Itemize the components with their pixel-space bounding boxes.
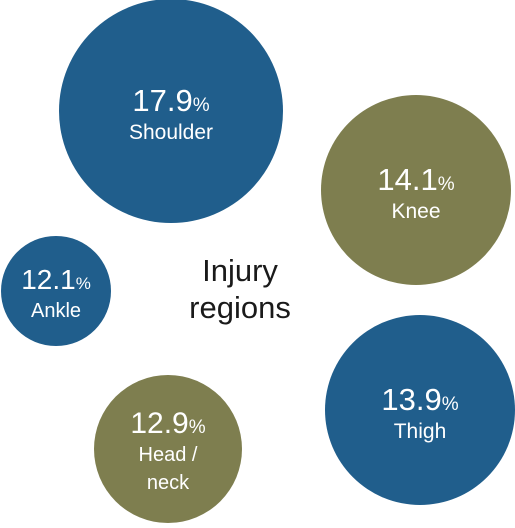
center-label: Injury regions — [165, 252, 315, 326]
bubble-label-thigh: Thigh — [394, 420, 447, 443]
bubble-head-neck: 12.9% Head / neck — [94, 375, 242, 523]
center-label-line-2: regions — [189, 290, 291, 325]
center-label-line-1: Injury — [202, 253, 278, 288]
bubble-label-ankle: Ankle — [31, 300, 81, 322]
bubble-ankle: 12.1% Ankle — [1, 236, 111, 346]
bubble-label-head-neck-1: Head / — [139, 444, 198, 466]
bubble-label-shoulder: Shoulder — [129, 121, 213, 144]
bubble-label-knee: Knee — [391, 200, 440, 223]
bubble-knee: 14.1% Knee — [321, 95, 511, 285]
bubble-circle-knee — [321, 95, 511, 285]
bubble-thigh: 13.9% Thigh — [325, 315, 515, 505]
bubble-value-knee: 14.1% — [377, 162, 454, 197]
bubble-shoulder: 17.9% Shoulder — [59, 0, 283, 223]
bubble-value-ankle: 12.1% — [21, 264, 91, 295]
bubble-circle-ankle — [1, 236, 111, 346]
bubble-label-head-neck-2: neck — [147, 472, 190, 494]
bubble-value-head-neck: 12.9% — [130, 407, 205, 440]
bubble-value-thigh: 13.9% — [381, 382, 458, 417]
bubble-value-shoulder: 17.9% — [132, 83, 209, 118]
bubble-circle-shoulder — [59, 0, 283, 223]
bubble-circle-thigh — [325, 315, 515, 505]
bubble-circle-head-neck — [94, 375, 242, 523]
